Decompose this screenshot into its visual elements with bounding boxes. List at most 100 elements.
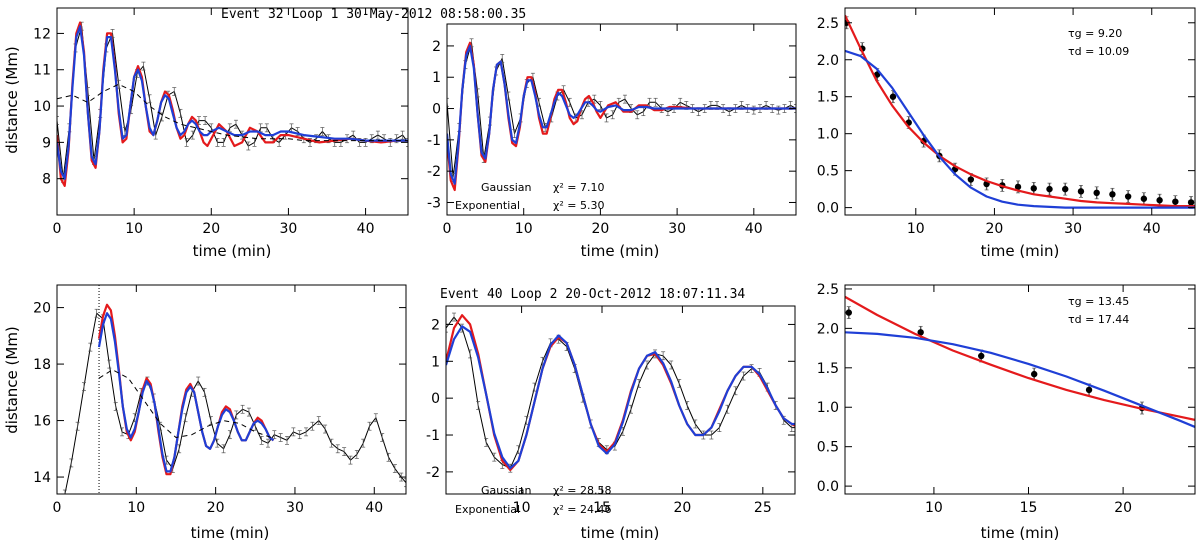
p3-data-point (1124, 193, 1132, 200)
p4-series-equilibrium (98, 369, 272, 438)
p2-ytick-label: -2 (427, 164, 441, 180)
p4-ytick-label: 14 (33, 470, 51, 486)
p2-legend-gaussian: Gaussian (481, 181, 531, 194)
p3-data-point (1046, 185, 1053, 193)
p3-xtick-label: 30 (1064, 221, 1082, 237)
p1-frame (56, 7, 409, 216)
p5-ytick-label: 2 (431, 317, 440, 333)
p5-xtick-label: 15 (593, 500, 611, 516)
p3-data-point (1187, 199, 1195, 206)
p3-data-point (1172, 198, 1179, 205)
p4-ylabel: distance (Mm) (3, 326, 21, 434)
p2-legend-exponential-chi2: χ² = 5.30 (553, 199, 604, 212)
p3-data-point (1014, 183, 1022, 191)
p5-legend-exponential: Exponential (455, 503, 520, 516)
p4-xtick-label: 10 (127, 500, 145, 516)
p2-legend-gaussian-chi2: χ² = 7.10 (553, 181, 604, 194)
p6-data-point (1085, 386, 1093, 394)
p5-ytick-label: -2 (426, 465, 440, 481)
p2-series-observed (447, 42, 796, 178)
p5-legend-gaussian: Gaussian (481, 484, 531, 497)
p2-xtick-label: 20 (591, 221, 609, 237)
p2-ytick-label: -1 (427, 133, 441, 149)
p1-xtick-label: 0 (53, 221, 62, 237)
p6-tau-d: τd = 17.44 (1068, 313, 1129, 326)
p4-frame (56, 284, 407, 495)
p3-data-point (1093, 189, 1100, 197)
p2-legend-exponential: Exponential (455, 199, 520, 212)
p2-ytick-label: 0 (432, 102, 441, 118)
p1-ytick-label: 11 (33, 63, 51, 79)
p5-series-exponential-fit (446, 325, 795, 470)
p3-xlabel: time (min) (981, 242, 1060, 260)
p1-ytick-label: 8 (42, 172, 51, 188)
p3-data-point (967, 176, 975, 183)
p6-series-gaussian-fit (845, 331, 1195, 429)
p3-xtick-label: 40 (1143, 221, 1161, 237)
p3-ytick-label: 2.0 (817, 53, 839, 69)
p5-xtick-label: 10 (513, 500, 531, 516)
p3-series-exponential-fit (845, 14, 1195, 208)
p2-xlabel: time (min) (581, 242, 660, 260)
p2-ytick-label: 2 (432, 39, 441, 55)
p6-tau-g: τg = 13.45 (1068, 295, 1129, 308)
p5-xtick-label: 20 (674, 500, 692, 516)
p5-ytick-label: 0 (431, 391, 440, 407)
p6-series-exponential-fit (845, 295, 1195, 421)
p3-data-point (1077, 188, 1085, 195)
p3-ytick-label: 2.5 (817, 16, 839, 32)
p2-ytick-label: 1 (432, 70, 441, 86)
p3-ytick-label: 0.0 (817, 201, 839, 217)
p2-series-exponential-fit (447, 44, 796, 185)
p3-data-point (889, 93, 897, 100)
p6-ytick-label: 2.5 (817, 282, 839, 298)
p1-ytick-label: 9 (42, 135, 51, 151)
p4-series-gaussian-fit (97, 303, 275, 476)
p3-ytick-label: 1.0 (817, 127, 839, 143)
p1-series-equilibrium (57, 83, 408, 142)
p3-data-point (1062, 185, 1069, 193)
p3-data-point (1156, 197, 1163, 204)
p1-series-gaussian-fit (57, 21, 408, 187)
p6-data-point (1030, 370, 1038, 378)
p1-xtick-label: 30 (280, 221, 298, 237)
p2-xtick-label: 10 (515, 221, 533, 237)
p5-legend-exponential-chi2: χ² = 24.46 (553, 503, 611, 516)
p4-ytick-label: 20 (33, 301, 51, 317)
p2-plot-area (447, 38, 796, 192)
panel-4: distance (Mm) time (min) 0 10 20 30 40 14 16 18… (3, 284, 407, 542)
p6-data-point (845, 309, 852, 316)
p3-frame (844, 7, 1196, 216)
p3-ytick-label: 1.5 (817, 90, 839, 106)
p1-xlabel: time (min) (193, 242, 272, 260)
panel-2: Event 32 Loop 1 30-May-2012 08:58:00.35 … (221, 7, 797, 260)
p4-plot-area (62, 285, 406, 494)
p4-xtick-label: 30 (286, 500, 304, 516)
p2-xtick-label: 30 (668, 221, 686, 237)
p5-xlabel: time (min) (581, 524, 660, 542)
p2-ytick-label: -3 (427, 195, 441, 211)
p6-ytick-label: 0.5 (817, 440, 839, 456)
p5-legend-gaussian-chi2: χ² = 28.58 (553, 484, 611, 497)
p4-ytick-label: 16 (33, 414, 51, 430)
panel-1: distance (Mm) time (min) 0 10 20 30 40 8 9 10 11… (3, 7, 409, 260)
p5-ytick-label: 1 (431, 354, 440, 370)
p6-xtick-label: 20 (1114, 500, 1132, 516)
p6-ytick-label: 2.0 (817, 321, 839, 337)
p3-data-point (1140, 195, 1148, 202)
p6-xlabel: time (min) (981, 524, 1060, 542)
p3-tau-g: τg = 9.20 (1068, 27, 1122, 40)
p4-xtick-label: 0 (53, 500, 62, 516)
panel-5: Event 40 Loop 2 20-Oct-2012 18:07:11.34 … (426, 287, 796, 542)
p6-ytick-label: 1.5 (817, 361, 839, 377)
panel-3: time (min) τg = 9.20 τd = 10.09 10 20 30 40… (817, 7, 1196, 260)
p6-ytick-label: 0.0 (817, 479, 839, 495)
p3-ytick-label: 0.5 (817, 164, 839, 180)
p5-frame (445, 305, 796, 495)
p1-xtick-label: 20 (202, 221, 220, 237)
p3-tau-d: τd = 10.09 (1068, 45, 1129, 58)
p2-xtick-label: 0 (443, 221, 452, 237)
p4-xtick-label: 20 (207, 500, 225, 516)
panel-6: time (min) τg = 13.45 τd = 17.44 10 15 20 0… (817, 282, 1196, 542)
p1-xtick-label: 10 (125, 221, 143, 237)
